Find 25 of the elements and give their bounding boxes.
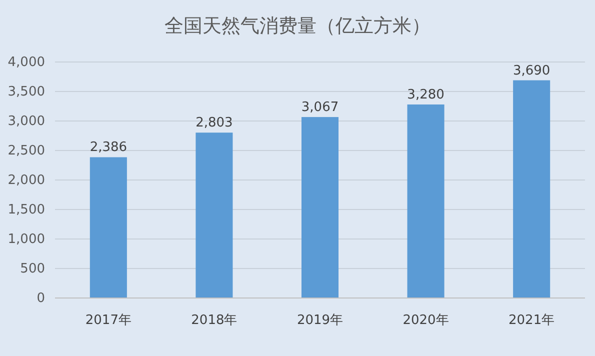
data-label: 2,803	[196, 116, 233, 131]
y-tick-label: 500	[20, 262, 45, 276]
bar	[90, 157, 127, 298]
data-label: 3,280	[407, 87, 444, 102]
y-tick-label: 3,000	[8, 114, 45, 129]
y-tick-label: 2,000	[8, 173, 45, 188]
x-tick-label: 2017年	[85, 313, 132, 328]
y-tick-label: 3,500	[8, 84, 45, 100]
y-tick-label: 1,500	[8, 202, 45, 218]
bar	[407, 104, 444, 298]
y-tick-label: 1,000	[8, 232, 45, 247]
x-tick-label: 2018年	[191, 313, 238, 328]
chart-title: 全国天然气消费量（亿立方米）	[164, 15, 430, 37]
data-label: 2,386	[90, 140, 128, 156]
y-tick-label: 4,000	[8, 55, 45, 70]
y-tick-label: 0	[36, 291, 45, 306]
y-tick-label: 2,500	[8, 144, 45, 158]
bar	[301, 117, 339, 298]
data-label: 3,067	[301, 100, 339, 116]
bar	[196, 132, 233, 298]
x-tick-label: 2019年	[296, 313, 344, 328]
data-label: 3,690	[512, 63, 550, 78]
bar	[513, 80, 550, 298]
x-tick-label: 2020年	[402, 313, 449, 328]
x-tick-label: 2021年	[508, 313, 555, 328]
